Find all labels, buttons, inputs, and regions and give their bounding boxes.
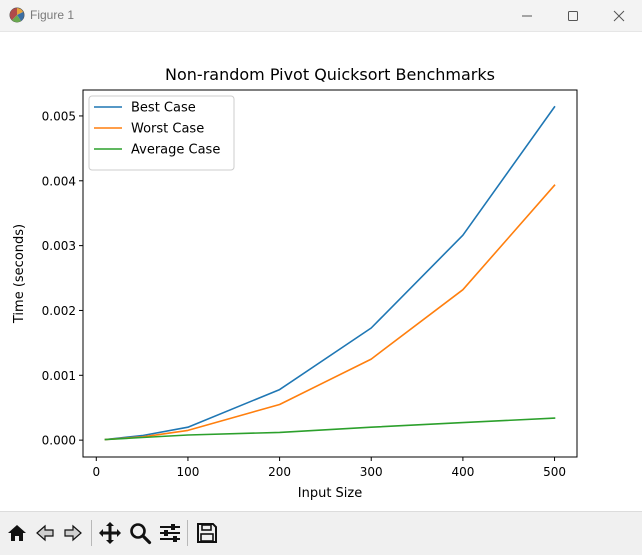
x-tick-label: 400 [451, 465, 474, 479]
close-icon [613, 10, 625, 21]
x-tick-label: 300 [360, 465, 383, 479]
legend-label: Best Case [131, 101, 196, 116]
window-title: Figure 1 [30, 8, 75, 22]
x-tick-label: 100 [176, 465, 199, 479]
x-tick-label: 0 [92, 465, 100, 479]
maximize-button[interactable] [550, 0, 596, 31]
back-arrow-icon [36, 524, 54, 542]
minimize-icon [522, 15, 532, 16]
legend-label: Worst Case [131, 122, 204, 137]
matplotlib-figure-icon [9, 7, 25, 23]
toolbar-separator [91, 520, 92, 546]
x-tick-label: 200 [268, 465, 291, 479]
save-floppy-icon [197, 523, 217, 543]
zoom-button[interactable] [127, 520, 153, 546]
save-button[interactable] [194, 520, 220, 546]
y-axis-label: Time (seconds) [12, 224, 27, 324]
y-tick-label: 0.005 [42, 109, 76, 123]
x-tick-label: 500 [543, 465, 566, 479]
configure-subplots-icon [160, 524, 180, 542]
y-tick-label: 0.002 [42, 304, 76, 318]
forward-arrow-icon [64, 524, 82, 542]
back-button[interactable] [32, 520, 58, 546]
forward-button[interactable] [60, 520, 86, 546]
close-button[interactable] [596, 0, 642, 31]
pan-button[interactable] [97, 520, 123, 546]
series-line-worst-case [104, 184, 556, 441]
series-line-best-case [104, 105, 556, 441]
line-chart: Non-random Pivot Quicksort Benchmarks 0 10… [12, 65, 578, 501]
axes-frame [82, 89, 578, 458]
navigation-toolbar [0, 511, 642, 555]
zoom-magnifier-icon [130, 523, 152, 545]
chart-title: Non-random Pivot Quicksort Benchmarks [165, 65, 495, 84]
configure-subplots-button[interactable] [157, 520, 183, 546]
y-tick-label: 0.003 [42, 239, 76, 253]
x-axis-label: Input Size [298, 486, 362, 501]
pan-move-icon [99, 522, 121, 544]
legend-label: Average Case [131, 143, 220, 158]
maximize-icon [568, 10, 578, 21]
y-tick-label: 0.000 [42, 434, 76, 448]
y-tick-label: 0.001 [42, 369, 76, 383]
window-titlebar: Figure 1 [0, 0, 642, 32]
toolbar-separator [187, 520, 188, 546]
legend-box [88, 95, 235, 171]
minimize-button[interactable] [504, 0, 550, 31]
home-icon [8, 525, 26, 541]
home-button[interactable] [4, 520, 30, 546]
series-line-average-case [104, 417, 556, 441]
y-tick-label: 0.004 [42, 174, 76, 188]
